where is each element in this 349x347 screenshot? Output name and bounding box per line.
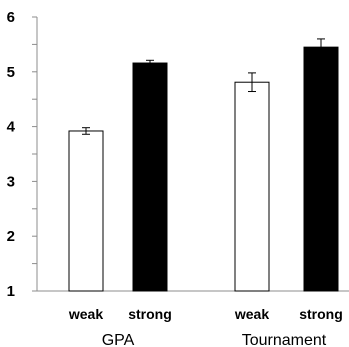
y-tick-label: 4: [7, 119, 16, 136]
category-label: weak: [234, 306, 269, 322]
y-tick-label: 3: [7, 173, 15, 190]
bar-gpa-strong: [132, 62, 168, 292]
y-tick-label: 6: [7, 9, 15, 26]
group-label: Tournament: [242, 332, 327, 347]
y-tick-label: 1: [7, 283, 15, 300]
category-label: weak: [68, 306, 103, 322]
y-tick-label: 5: [7, 64, 15, 81]
bar-tournament-strong: [303, 46, 339, 292]
bar-gpa-weak: [68, 130, 104, 292]
chart-labels: weak strong GPA weak strong Tournament: [68, 306, 343, 347]
category-label: strong: [128, 306, 172, 322]
y-tick-label: 2: [7, 228, 15, 245]
category-label: strong: [299, 306, 343, 322]
group-label: GPA: [102, 332, 135, 347]
chart-bars: [68, 38, 339, 292]
chart-axes: 1 2 3 4 5 6: [7, 9, 349, 300]
bar-tournament-weak: [234, 81, 270, 292]
